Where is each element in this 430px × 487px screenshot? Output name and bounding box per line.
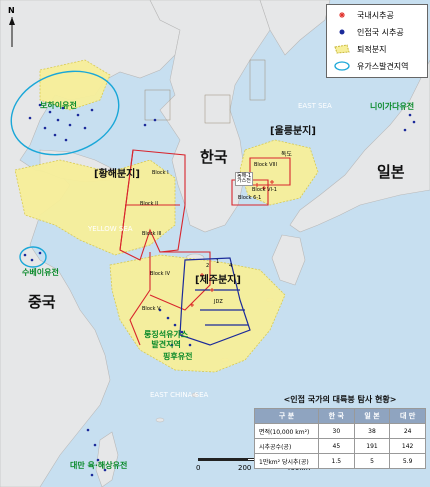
neighbour-wells — [23, 103, 416, 477]
label-taiwan-field: 대만 육·해상유전 — [70, 461, 128, 470]
scale-tick: 200 — [238, 464, 252, 472]
label-block: Block I — [152, 170, 169, 176]
table-cell: 24 — [389, 423, 426, 439]
label-block: Block VI-1 — [252, 187, 277, 193]
label-block: Block VIII — [254, 162, 277, 168]
label-block: 2 — [206, 263, 210, 269]
legend-item-neighbour-wells: 인접국 시추공 — [333, 25, 404, 39]
label-donghae-gas: 동해-1 가스전 — [235, 172, 254, 186]
table-cell: 38 — [353, 423, 391, 439]
oil-gas-discovery-areas — [10, 70, 120, 268]
table-row: 1만km² 당시추(공) 1.5 5 5.9 — [254, 453, 426, 469]
domestic-wells — [190, 180, 274, 307]
label-jeju-basin: [제주분지] — [195, 275, 241, 286]
label-east-china-sea: EAST CHINA SEA — [150, 391, 209, 399]
label-pinghu-field: 핑후유전 — [163, 352, 193, 361]
label-block: Block 6-1 — [238, 195, 262, 201]
kyushu-landmass — [271, 234, 306, 286]
table-cell: 45 — [318, 438, 355, 454]
label-yellow-sea: YELLOW SEA — [88, 225, 133, 233]
table-row-label: 면적(10,000 km²) — [254, 423, 319, 439]
label-east-sea: EAST SEA — [298, 102, 332, 110]
legend-label: 인접국 시추공 — [357, 27, 404, 37]
label-niigata-field: 니이가다유전 — [370, 102, 415, 111]
label-block: 1 — [216, 259, 220, 265]
table-cell: 142 — [389, 438, 426, 454]
sedimentary-basins — [14, 59, 319, 373]
table-row: 시추공수(공) 45 191 142 — [254, 438, 426, 454]
legend-item-basin: 퇴적분지 — [333, 42, 386, 56]
table-row: 면적(10,000 km²) 30 38 24 — [254, 423, 426, 439]
legend-label: 퇴적분지 — [357, 44, 387, 54]
legend-label: 유가스발견지역 — [357, 61, 409, 71]
legend-label: 국내시추공 — [357, 10, 394, 20]
table-row-label: 시추공수(공) — [254, 438, 319, 454]
status-table: 구 분 한 국 일 본 대 만 면적(10,000 km²) 30 38 24 … — [254, 408, 426, 469]
table-cell: 5 — [353, 453, 391, 469]
table-header-cell: 대 만 — [389, 408, 426, 424]
north-arrow-icon — [9, 17, 15, 47]
basin-swatch-icon — [333, 43, 351, 55]
table-row-label: 1만km² 당시추(공) — [254, 453, 319, 469]
asterisk-icon — [333, 9, 351, 21]
legend-item-domestic-wells: 국내시추공 — [333, 8, 394, 22]
label-subei-field: 수베이유전 — [22, 268, 59, 277]
table-title: <인접 국가의 대륙붕 탐사 현황> — [283, 395, 397, 404]
north-label: N — [8, 6, 15, 15]
legend-item-discovery: 유가스발견지역 — [333, 59, 409, 73]
label-block: Block V — [142, 306, 161, 312]
label-longjing-area: 룽징석유가스 발견지역 — [144, 330, 189, 349]
jdz-blocks — [179, 257, 251, 346]
scale-tick: 0 — [196, 464, 201, 472]
table-cell: 30 — [318, 423, 355, 439]
dot-icon — [333, 26, 351, 38]
map-legend: 국내시추공 인접국 시추공 퇴적분지 유가스발견지역 — [326, 4, 428, 78]
table-header-cell: 구 분 — [254, 408, 319, 424]
label-bohai-field: 보하이유전 — [40, 101, 77, 110]
label-korea: 한국 — [200, 148, 228, 166]
label-ulleung-basin: [울릉분지] — [270, 126, 316, 137]
label-block: 4 — [229, 263, 233, 269]
russia-landmass — [259, 0, 331, 56]
table-cell: 191 — [353, 438, 391, 454]
exploration-status-table: <인접 국가의 대륙붕 탐사 현황> 구 분 한 국 일 본 대 만 면적(10… — [254, 394, 426, 470]
north-arrow: N — [8, 6, 16, 47]
label-block: Block II — [140, 201, 159, 207]
taiwan-landmass — [95, 431, 119, 487]
label-dokdo: 독도 — [281, 151, 293, 158]
north-block-grids — [144, 59, 266, 124]
table-header-cell: 한 국 — [318, 408, 355, 424]
label-block: Block III — [142, 231, 162, 237]
table-cell: 5.9 — [389, 453, 426, 469]
label-block: Block IV — [150, 271, 171, 277]
table-cell: 1.5 — [318, 453, 355, 469]
label-block: JDZ — [214, 299, 223, 305]
label-yellow-sea-basin: [황해분지] — [94, 169, 140, 180]
ellipse-icon — [333, 60, 351, 72]
japan-landmass — [289, 59, 430, 233]
table-header-cell: 일 본 — [353, 408, 391, 424]
table-header-row: 구 분 한 국 일 본 대 만 — [254, 408, 426, 424]
label-china: 중국 — [28, 293, 56, 311]
label-japan: 일본 — [377, 163, 405, 181]
